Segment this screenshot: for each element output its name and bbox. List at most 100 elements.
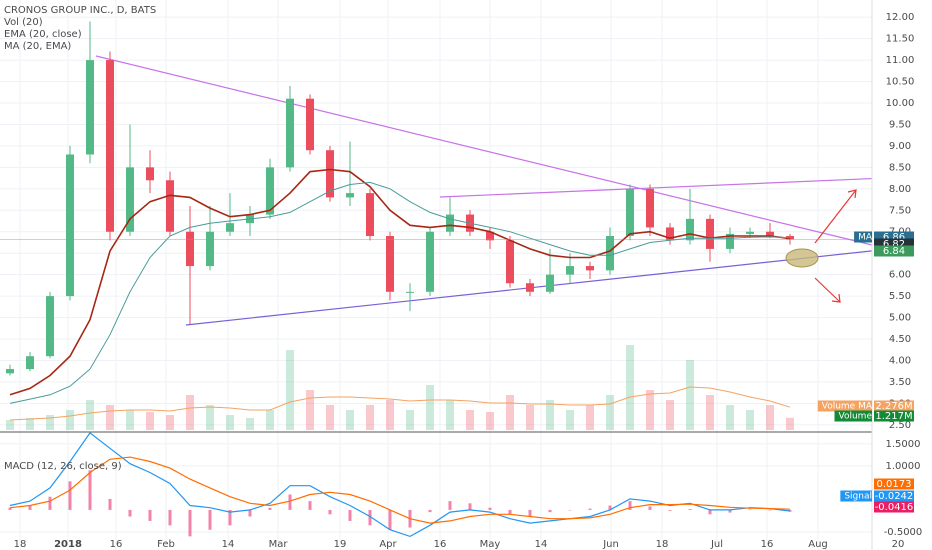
y-tick-label: 11.50 bbox=[886, 34, 915, 45]
volume-bar bbox=[566, 410, 574, 430]
candle-body bbox=[126, 167, 134, 232]
histogram-bar bbox=[488, 507, 492, 510]
candle-body bbox=[646, 188, 654, 228]
candle-body bbox=[406, 291, 414, 293]
histogram-bar bbox=[608, 505, 612, 510]
volume-layer bbox=[6, 345, 794, 430]
volume-bar bbox=[526, 405, 534, 430]
price-layer bbox=[0, 21, 872, 404]
volume-bar bbox=[706, 395, 714, 430]
histogram-bar bbox=[348, 509, 352, 521]
volume-bar bbox=[766, 405, 774, 430]
candle-body bbox=[186, 231, 194, 267]
candle-body bbox=[586, 266, 594, 271]
histogram-bar bbox=[468, 503, 472, 510]
value-tag-box bbox=[874, 231, 914, 243]
x-tick-label: 18 bbox=[656, 539, 669, 550]
x-tick-label: Feb bbox=[157, 539, 175, 550]
histogram-bar bbox=[8, 507, 12, 510]
x-tick-label: Mar bbox=[269, 539, 289, 550]
drawings bbox=[95, 55, 932, 326]
candle-body bbox=[26, 356, 34, 370]
histogram-bar bbox=[688, 509, 692, 510]
histogram-bar bbox=[768, 509, 772, 511]
macd-line bbox=[9, 432, 791, 538]
value-tag-box bbox=[874, 490, 914, 502]
histogram-bar bbox=[328, 509, 332, 515]
histogram-bar bbox=[228, 509, 232, 526]
x-tick-label: Aug bbox=[808, 539, 828, 550]
histogram-bar bbox=[508, 509, 512, 515]
histogram-bar bbox=[48, 496, 52, 510]
candle-body bbox=[746, 231, 754, 234]
volume-bar bbox=[126, 410, 134, 430]
volume-bar bbox=[186, 395, 194, 430]
y-tick-label: 4.50 bbox=[889, 334, 911, 345]
histogram-bar bbox=[208, 509, 212, 530]
value-tag: 0.0173 bbox=[877, 479, 912, 490]
volume-bar bbox=[546, 400, 554, 430]
legend-entry: Vol (20) bbox=[4, 17, 43, 28]
candle-body bbox=[306, 98, 314, 151]
volume-bar bbox=[226, 415, 234, 430]
candle-body bbox=[386, 236, 394, 292]
x-tick-label: 19 bbox=[334, 539, 347, 550]
histogram-bar bbox=[188, 509, 192, 537]
volume-bar bbox=[726, 405, 734, 430]
value-tag: 6.86 bbox=[883, 232, 905, 243]
candle-body bbox=[606, 236, 614, 271]
histogram-bar bbox=[168, 509, 172, 526]
y-tick-label: 5.00 bbox=[889, 313, 911, 324]
candle-body bbox=[766, 231, 774, 237]
x-tick-label: Apr bbox=[379, 539, 397, 550]
candle-body bbox=[326, 150, 334, 198]
volume-bar bbox=[66, 410, 74, 430]
y-tick-label: 1.5000 bbox=[886, 439, 921, 450]
histogram-bar bbox=[248, 509, 252, 517]
x-tick-label: 16 bbox=[434, 539, 447, 550]
arrow-head bbox=[831, 293, 841, 303]
volume-bar bbox=[486, 412, 494, 430]
volume-bar bbox=[746, 410, 754, 430]
candle-body bbox=[366, 193, 374, 237]
candle-body bbox=[6, 369, 14, 374]
y-tick-label: 7.50 bbox=[889, 205, 911, 216]
signal-line bbox=[9, 456, 791, 524]
y-tick-label: 1.0000 bbox=[886, 461, 921, 472]
histogram-bar bbox=[648, 506, 652, 510]
indicator-line bbox=[9, 168, 791, 396]
candle-body bbox=[346, 193, 354, 198]
tag-name-box bbox=[840, 490, 872, 502]
y-tick-label: 9.50 bbox=[889, 119, 911, 130]
y-tick-label: 6.00 bbox=[889, 270, 911, 281]
x-tick-label: 20 bbox=[892, 539, 905, 550]
y-tick-label: -0.5000 bbox=[884, 527, 923, 538]
price-axis bbox=[872, 0, 932, 550]
value-tag-box bbox=[874, 478, 914, 490]
value-tag: 2.276M bbox=[875, 401, 912, 412]
volume-bar bbox=[686, 360, 694, 430]
candle-body bbox=[506, 240, 514, 284]
candle-body bbox=[46, 296, 54, 357]
volume-bar bbox=[246, 418, 254, 430]
y-tick-label: 9.00 bbox=[889, 141, 911, 152]
tag-name-box bbox=[854, 231, 872, 243]
y-tick-label: 8.00 bbox=[889, 184, 911, 195]
histogram-bar bbox=[148, 509, 152, 521]
value-tag-box bbox=[874, 410, 914, 422]
candle-body bbox=[146, 167, 154, 181]
macd-layer bbox=[8, 432, 792, 538]
candle-body bbox=[686, 218, 694, 241]
y-tick-label: 12.00 bbox=[886, 12, 915, 23]
volume-bar bbox=[266, 410, 274, 430]
histogram-bar bbox=[448, 501, 452, 510]
histogram-bar bbox=[668, 509, 672, 511]
candle-body bbox=[666, 227, 674, 241]
value-tag: 6.82 bbox=[883, 239, 905, 250]
x-tick-label: 14 bbox=[535, 539, 548, 550]
candle-body bbox=[706, 218, 714, 249]
histogram-bar bbox=[708, 509, 712, 515]
arrow bbox=[814, 277, 841, 303]
